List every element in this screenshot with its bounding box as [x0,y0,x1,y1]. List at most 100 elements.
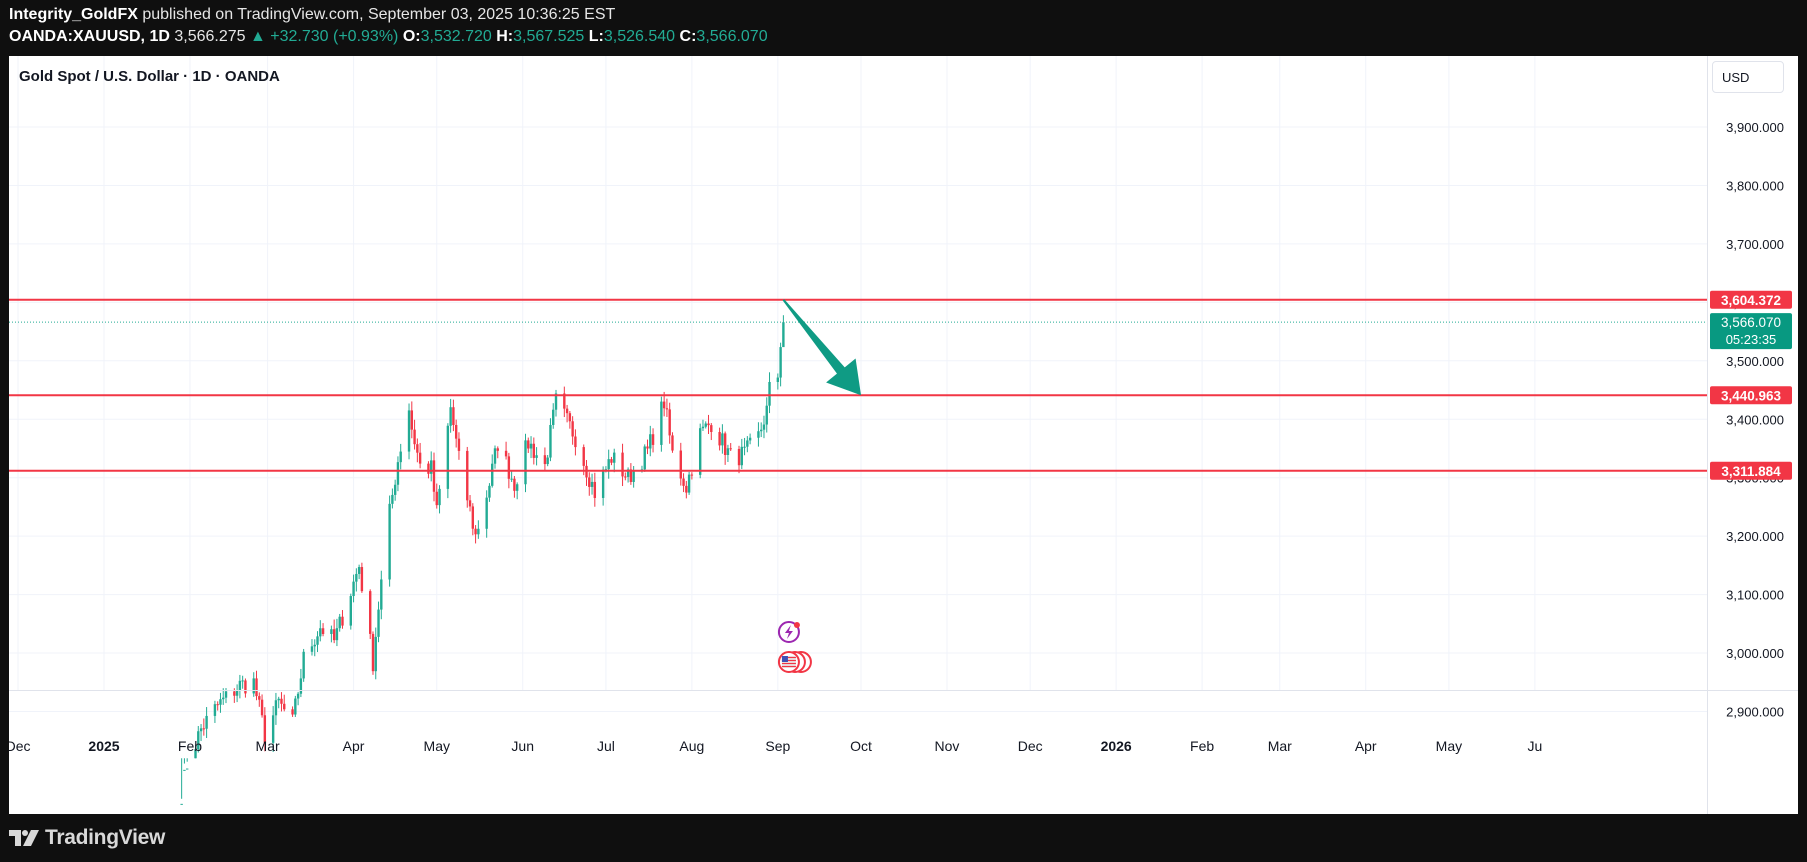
candle-body [568,413,572,422]
candle-body [316,636,319,645]
candle-body [255,678,258,697]
candle-body [391,494,394,504]
candle-body [446,425,450,489]
candle-body [510,478,513,480]
tradingview-logo[interactable]: TradingView [9,826,165,850]
candle-body [671,435,674,451]
candle-body [294,698,297,715]
candle-body [319,628,322,637]
candle-body [643,446,646,470]
candle-body [496,448,499,451]
candle-body [782,322,785,348]
candle-body [235,690,239,696]
candle-body [371,633,375,672]
high-label: H: [496,28,514,45]
candle-body [274,700,278,716]
candle-body [280,698,283,704]
us-flag-canton [781,656,788,662]
candle-body [543,455,547,465]
candle-body [571,421,574,437]
level-price-label: 3,311.884 [1721,464,1781,479]
chart-title: Gold Spot / U.S. Dollar · 1D · OANDA [19,68,280,85]
candle-body [588,477,591,487]
candle-body [710,425,713,433]
candle-body [330,629,333,634]
candle-body [610,459,613,463]
candle-body [504,450,508,457]
candle-body [258,696,261,700]
candle-body [427,463,430,474]
candle-body [471,506,475,529]
candle-body [582,447,585,466]
candle-body [369,591,372,634]
close-value: 3,566.070 [696,28,768,45]
candle-body [493,448,497,464]
candle-body [765,405,768,425]
candle-body [726,448,730,455]
candle-body [185,768,189,770]
level-price-tag [1710,386,1792,405]
x-tick-label: Dec [1018,738,1043,754]
candle-body [360,567,364,592]
candle-body [338,616,341,629]
open-value: 3,532.720 [420,28,492,45]
candle-body [776,377,780,382]
x-tick-label: Nov [935,738,960,754]
candle-body [660,401,663,445]
candle-body [651,434,655,445]
publish-text: published on TradingView.com, September … [142,6,616,23]
last-price-label: 3,566.070 [1721,315,1781,330]
x-tick-label: 2026 [1101,738,1132,754]
currency-selector[interactable]: USD [1712,61,1784,93]
candle-body [310,646,314,652]
candle-body [593,481,597,498]
low-label: L: [588,28,604,45]
candle-body [613,452,616,463]
candle-body [283,703,286,710]
candle-body [474,528,477,535]
candle-body [393,484,397,495]
candle-body [194,749,197,759]
candle-body [554,393,558,410]
close-label: C: [679,28,697,45]
level-price-label: 3,440.963 [1721,388,1782,403]
candle-body [332,629,336,641]
candle-body [396,462,400,485]
candle-body [374,636,377,672]
price-chart[interactable]: 2,900.0003,000.0003,100.0003,200.0003,30… [9,56,1798,814]
candle-body [252,678,255,694]
x-tick-label: Oct [850,738,872,754]
candle-body [377,609,380,637]
publish-header: Integrity_GoldFX published on TradingVie… [0,0,1807,56]
candle-body [291,709,294,715]
candle-body [430,460,433,474]
candle-body [352,581,355,597]
candle-body [718,432,721,446]
candle-body [277,698,280,701]
candle-body [590,481,594,487]
x-tick-label: Ju [1527,738,1542,754]
x-tick-label: Sep [765,738,790,754]
candle-body [183,769,186,771]
candle-body [685,485,688,493]
chart-panel[interactable]: 2,900.0003,000.0003,100.0003,200.0003,30… [9,56,1798,814]
candle-body [416,444,419,453]
candle-body [299,678,303,694]
candle-body [438,488,441,506]
candle-body [321,628,325,634]
candle-body [624,476,627,478]
x-tick-label: Aug [679,738,704,754]
candle-body [762,424,766,430]
candle-body [260,699,264,716]
candle-body [707,423,710,426]
tradingview-brand: TradingView [45,826,166,849]
candle-body [477,528,480,535]
candle-body [399,451,402,463]
author-name[interactable]: Integrity_GoldFX [9,6,138,23]
candle-body [488,485,491,498]
y-tick-label: 3,200.000 [1726,529,1784,544]
down-arrow-drawing[interactable] [782,299,862,396]
candle-body [380,579,383,610]
candle-body [563,393,566,409]
tradingview-logo-icon [9,830,39,846]
